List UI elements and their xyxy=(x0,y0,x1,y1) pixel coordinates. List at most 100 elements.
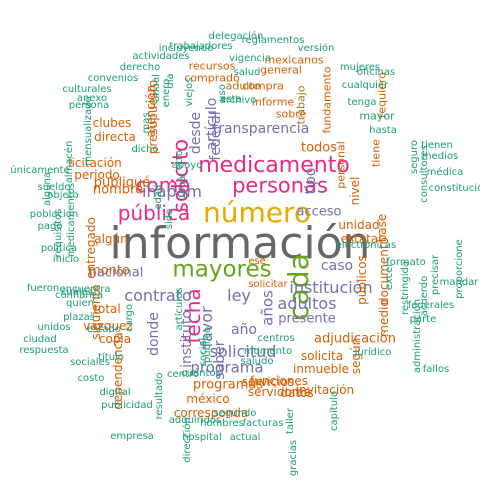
cloud-word: taller xyxy=(285,408,296,434)
cloud-word: dependencia xyxy=(111,332,125,410)
cloud-word: sueldo xyxy=(37,182,71,193)
cloud-word: dicho xyxy=(131,144,159,155)
cloud-word: culturales xyxy=(62,84,112,95)
cloud-word: ciudad xyxy=(23,334,57,345)
cloud-word: inicio xyxy=(52,254,80,265)
cloud-word: solicitar xyxy=(248,279,288,290)
cloud-word: persona xyxy=(68,100,110,111)
cloud-word: mujeres xyxy=(339,62,381,73)
cloud-word: estado xyxy=(87,324,121,335)
cloud-word: federal xyxy=(208,111,224,161)
cloud-word: trabajadores xyxy=(169,41,233,52)
cloud-word: otro xyxy=(174,149,185,171)
cloud-word: datos xyxy=(280,386,314,400)
cloud-word: adjudicación xyxy=(314,331,396,347)
cloud-word: edad xyxy=(153,184,164,210)
cloud-word: inapam xyxy=(142,182,202,201)
cloud-word: confianza xyxy=(54,290,104,301)
cloud-word: encuentra xyxy=(59,284,111,295)
cloud-word: hasta xyxy=(369,125,397,136)
cloud-word: título xyxy=(98,352,124,363)
cloud-word: adulto xyxy=(225,79,261,93)
cloud-word: objeto xyxy=(47,190,79,201)
cloud-word: nombre xyxy=(92,182,144,198)
cloud-word: versión xyxy=(297,43,335,54)
cloud-word: programas xyxy=(192,377,264,393)
cloud-word: parte xyxy=(409,314,437,325)
cloud-word: sido xyxy=(164,208,175,230)
cloud-word: donde xyxy=(146,312,162,356)
cloud-word: caso xyxy=(320,258,354,274)
cloud-word: política xyxy=(40,243,78,254)
cloud-word: ese xyxy=(248,256,266,267)
cloud-word: actividades xyxy=(132,51,190,62)
cloud-word: periodo xyxy=(74,168,120,182)
cloud-word: algún xyxy=(94,232,128,246)
cloud-word: constitución xyxy=(428,183,480,194)
cloud-word: adultos xyxy=(277,294,337,313)
cloud-word: formato xyxy=(386,257,426,268)
cloud-word: trabajo xyxy=(294,85,308,125)
cloud-word: mandar xyxy=(439,277,479,288)
cloud-word: apoyo xyxy=(171,160,203,171)
cloud-word: vigencia xyxy=(229,53,271,64)
cloud-word: costo xyxy=(77,373,105,384)
cloud-word: electrónicas xyxy=(335,240,397,251)
cloud-word: personas xyxy=(232,173,328,198)
cloud-word: artículos xyxy=(174,287,185,331)
cloud-word: únicamente xyxy=(10,165,70,176)
cloud-word: convenios xyxy=(87,73,139,84)
cloud-word: dia xyxy=(165,73,176,89)
cloud-word: solicita xyxy=(300,349,344,363)
cloud-word: clubes xyxy=(92,116,132,130)
cloud-word: servidores xyxy=(247,385,311,399)
cloud-word: mexicanos xyxy=(264,53,324,67)
cloud-word: plazas xyxy=(63,312,95,323)
cloud-word: año xyxy=(230,322,258,338)
cloud-word: número xyxy=(202,196,312,229)
cloud-word: esta xyxy=(220,94,242,105)
cloud-word: monto xyxy=(88,263,130,279)
cloud-word: almacén xyxy=(64,140,75,184)
cloud-word: cualquier xyxy=(341,80,389,91)
cloud-word: social xyxy=(198,337,209,367)
cloud-word: médica xyxy=(426,167,464,178)
cloud-word: delegación xyxy=(208,31,264,42)
cloud-word: excel xyxy=(384,263,395,291)
cloud-word: reglamentos xyxy=(241,35,305,46)
cloud-word: corresponda xyxy=(173,406,249,420)
cloud-word: segundo xyxy=(213,408,257,419)
cloud-word: sociales xyxy=(70,357,110,368)
cloud-word: digital xyxy=(99,387,131,398)
cloud-word: total xyxy=(93,302,121,316)
cloud-word: anexo xyxy=(76,93,108,104)
cloud-word: personal xyxy=(334,141,348,189)
cloud-word: contrato xyxy=(124,286,192,305)
cloud-word: recursos xyxy=(188,59,236,73)
cloud-word: como xyxy=(135,173,191,197)
cloud-word: años xyxy=(258,290,277,326)
cloud-word: informe xyxy=(251,95,295,109)
cloud-word: adquiridos xyxy=(168,415,222,426)
cloud-word: copia xyxy=(98,332,132,346)
cloud-word: base xyxy=(375,213,389,243)
cloud-word: fueron xyxy=(26,283,60,294)
cloud-word: cuántos xyxy=(181,368,221,379)
cloud-word: unidad xyxy=(338,218,380,232)
cloud-word: derecho xyxy=(119,62,161,73)
cloud-word: tienen xyxy=(421,140,453,151)
cloud-word: acceso xyxy=(296,204,342,220)
cloud-word: nacional xyxy=(88,265,144,281)
cloud-word: transparencia xyxy=(212,121,310,137)
cloud-word: tiene xyxy=(369,139,383,167)
cloud-word: pago xyxy=(37,221,63,232)
cloud-word: ley xyxy=(227,286,251,305)
cloud-word: institución xyxy=(289,278,373,297)
cloud-word: general xyxy=(260,63,302,77)
cloud-word: tipo xyxy=(303,167,319,195)
cloud-word: viejos xyxy=(184,77,195,107)
cloud-word: compra xyxy=(242,79,284,93)
cloud-word: presente xyxy=(278,311,336,327)
cloud-word: facturas xyxy=(242,418,284,429)
